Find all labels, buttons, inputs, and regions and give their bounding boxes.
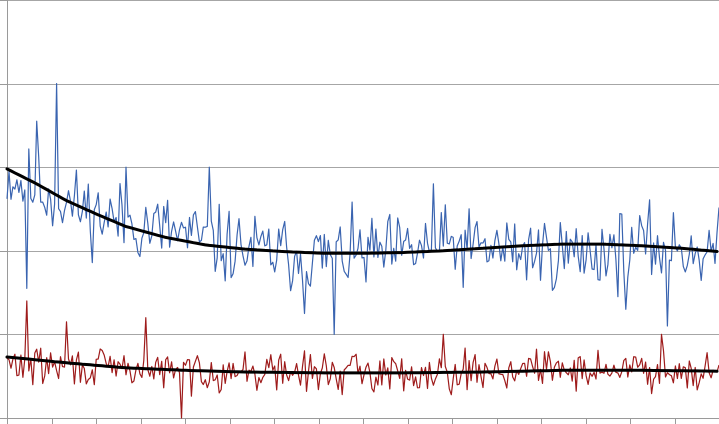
gridlines (7, 0, 719, 419)
series-line-1 (6, 83, 719, 335)
trend-line-1 (5, 167, 719, 255)
trend-line-2 (5, 355, 719, 375)
data-series (6, 83, 719, 419)
trend-lines (5, 167, 719, 375)
series-line-2 (6, 300, 719, 419)
